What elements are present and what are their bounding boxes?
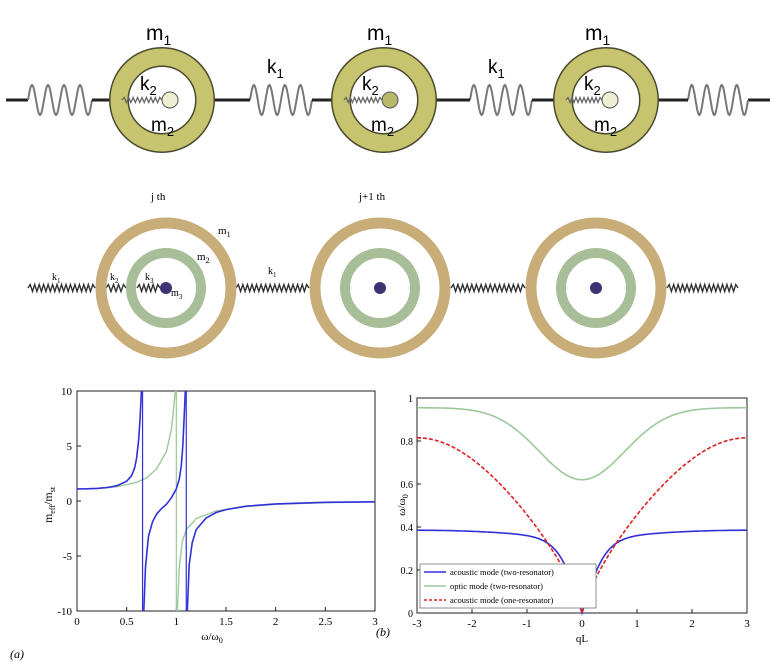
cell-label-j-plus-1: j+1 th (358, 191, 386, 203)
middle-mass-label: m2 (197, 251, 210, 265)
middle-resonator-chain: j th j+1 th m1 m2 m3 k1 k2 k3 k1 (28, 191, 738, 353)
chart-a-xtick-label: 2.5 (318, 616, 332, 628)
spring-k1-right (667, 285, 738, 292)
outer-mass-label-1: m1 (146, 22, 172, 48)
inner-spring-label-2: k2 (362, 74, 379, 98)
end-spring-right (688, 85, 748, 115)
inner-spring-label-1: k2 (140, 74, 157, 98)
spring-k1-left (28, 285, 95, 292)
coupling-spring-2 (470, 85, 532, 115)
spring-k1-coupling-1 (236, 285, 309, 292)
inner-mass-m2 (602, 92, 618, 108)
chart-b-xlabel: qL (576, 633, 589, 645)
chart-b-legend: acoustic mode (two-resonator) optic mode… (420, 564, 596, 608)
chart-a-effective-mass: 0 0.5 1 1.5 2 2.5 3 10 5 0 -5 -10 (a) ω/ω0 meff/mst (10, 386, 378, 661)
legend-entry-optic-two: optic mode (two-resonator) (450, 581, 543, 591)
inner-spring-label-3: k2 (584, 74, 601, 98)
outer-mass-label-2: m1 (367, 22, 393, 48)
inner-mass-m2 (382, 92, 398, 108)
panel-label-a: (a) (10, 647, 24, 661)
spring-k3-inner (137, 285, 160, 292)
inner-mass-label-3: m2 (594, 115, 617, 139)
chart-b-xtick-label: -2 (467, 618, 476, 630)
chart-b-xtick-label: -1 (522, 618, 531, 630)
coupling-spring-label-2: k1 (488, 57, 505, 81)
chart-a-xtick-label: 0.5 (120, 616, 134, 628)
spring-label-k1-left: k1 (52, 272, 61, 285)
chart-b-xtick-label: 0 (579, 618, 585, 630)
chart-b-ytick-label: 0.6 (401, 480, 414, 491)
inner-mass-m2 (162, 92, 178, 108)
chart-b-xtick-label: -3 (412, 618, 422, 630)
cell-label-j: j th (150, 191, 166, 203)
spring-label-k3: k3 (145, 272, 154, 285)
chart-b-ytick-label: 0.4 (401, 523, 414, 534)
coupling-spring-label-1: k1 (267, 57, 284, 81)
core-mass-m3 (590, 282, 602, 294)
chart-a-xtick-label: 1 (174, 616, 180, 628)
chart-b-ytick-label: 1 (408, 394, 413, 405)
panel-label-b: (b) (376, 625, 390, 639)
spring-label-k2: k2 (110, 272, 119, 285)
chart-a-ytick-label: 5 (67, 441, 73, 453)
core-mass-label: m3 (171, 288, 183, 301)
chart-a-xtick-label: 2 (273, 616, 279, 628)
chart-b-xtick-label: 2 (689, 618, 695, 630)
spring-k1-coupling-2 (451, 285, 525, 292)
chart-b-ylabel: ω/ω0 (396, 494, 410, 516)
inner-mass-label-2: m2 (371, 115, 394, 139)
core-mass-m3 (374, 282, 386, 294)
chart-b-ytick-label: 0.8 (401, 437, 414, 448)
spring-k2-inner (106, 285, 126, 292)
middle-unit-cell-2 (315, 223, 445, 353)
chart-a-xtick-label: 1.5 (219, 616, 233, 628)
chart-a-ytick-label: -5 (63, 551, 73, 563)
end-spring-left (28, 85, 92, 115)
chart-b-ytick-label: 0.2 (401, 566, 414, 577)
middle-unit-cell-1 (101, 223, 231, 353)
outer-mass-label: m1 (218, 225, 231, 239)
chart-a-xtick-label: 0 (74, 616, 80, 628)
chart-a-ytick-label: 10 (61, 386, 73, 398)
chart-a-ytick-label: 0 (67, 496, 73, 508)
coupling-spring-1 (250, 85, 312, 115)
spring-label-k1-coupling: k1 (268, 266, 277, 279)
legend-entry-acoustic-two: acoustic mode (two-resonator) (450, 567, 554, 577)
top-resonator-chain: m1 m1 m1 k2 k2 k2 m2 m2 m2 k1 k1 (6, 22, 770, 143)
outer-mass-label-3: m1 (585, 22, 611, 48)
chart-b-xtick-label: 1 (634, 618, 640, 630)
middle-unit-cell-3 (531, 223, 661, 353)
chart-a-ytick-label: -10 (57, 606, 72, 618)
chart-a-xlabel: ω/ω0 (201, 631, 223, 645)
chart-a-ylabel: meff/mst (41, 486, 57, 523)
chart-b-xtick-label: 3 (744, 618, 750, 630)
inner-mass-label-1: m2 (151, 115, 174, 139)
legend-entry-acoustic-one: acoustic mode (one-resonator) (450, 595, 554, 605)
chart-b-ytick-label: 0 (408, 609, 413, 620)
chart-b-dispersion: -3 -2 -1 0 1 2 3 1 0.8 0.6 0.4 0.2 0 (b) qL ω/ω0 aco… (376, 394, 750, 645)
chart-a-frame (77, 391, 375, 611)
